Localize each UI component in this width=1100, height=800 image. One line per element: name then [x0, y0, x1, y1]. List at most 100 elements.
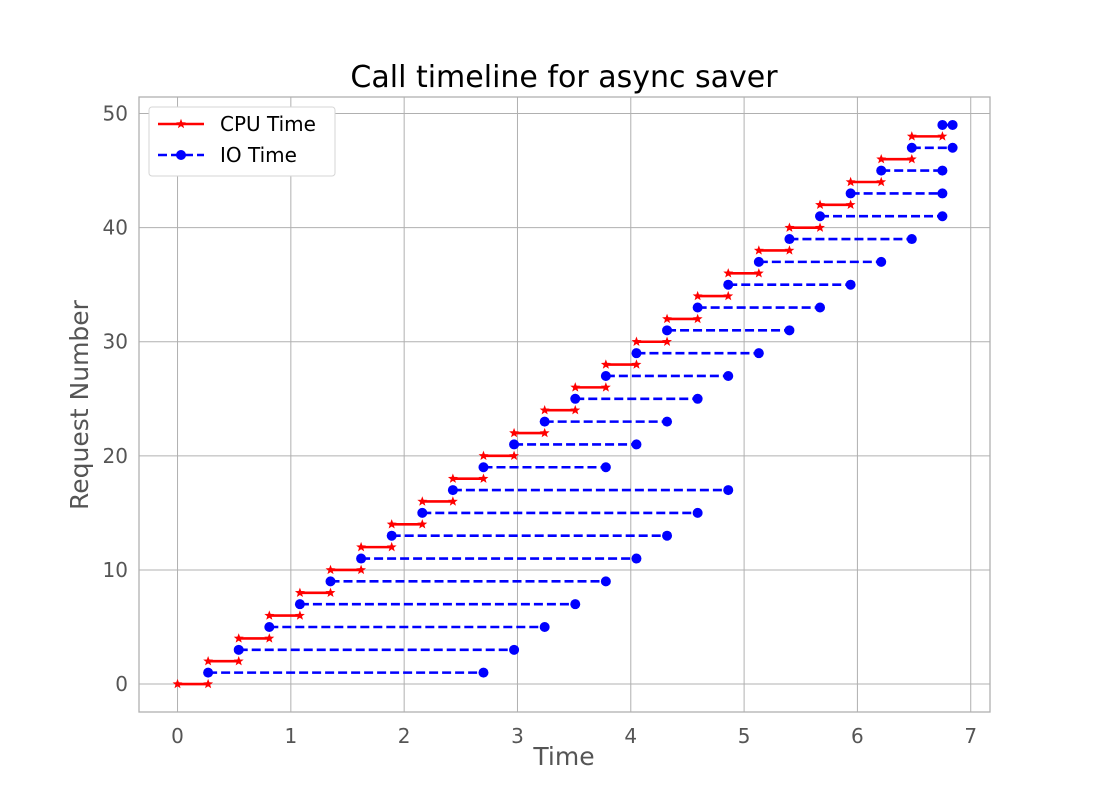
io-end-marker	[723, 370, 734, 381]
io-segment	[600, 370, 734, 381]
cpu-segment	[692, 290, 734, 301]
cpu-end-marker	[264, 633, 275, 643]
cpu-segment	[417, 496, 458, 506]
io-end-marker	[631, 439, 642, 450]
io-end-marker	[539, 621, 550, 632]
cpu-start-marker	[325, 564, 336, 575]
cpu-start-marker	[447, 473, 458, 483]
cpu-end-marker	[600, 382, 611, 392]
io-segment	[233, 644, 520, 655]
x-axis-label: Time	[532, 742, 594, 771]
cpu-end-marker	[386, 541, 397, 552]
io-start-marker	[815, 211, 826, 222]
cpu-end-marker	[509, 450, 520, 461]
io-segment	[906, 142, 958, 153]
io-segment	[356, 553, 642, 564]
io-end-marker	[631, 553, 642, 564]
io-segment	[325, 576, 611, 587]
cpu-start-marker	[509, 427, 520, 438]
cpu-end-marker	[692, 313, 703, 324]
io-end-marker	[753, 348, 764, 359]
cpu-segment	[203, 656, 244, 666]
io-end-marker	[845, 279, 856, 290]
cpu-end-marker	[906, 153, 917, 164]
chart-title: Call timeline for async saver	[350, 60, 778, 95]
cpu-end-marker	[539, 427, 550, 438]
cpu-segment	[784, 222, 825, 232]
io-end-marker	[937, 188, 948, 199]
io-end-marker	[815, 302, 826, 313]
x-tick-label: 2	[398, 724, 411, 748]
cpu-start-marker	[539, 405, 550, 415]
cpu-end-marker	[937, 131, 948, 141]
io-end-marker	[937, 165, 948, 176]
io-end-marker	[600, 576, 611, 587]
io-end-marker	[876, 256, 887, 267]
io-end-marker	[947, 119, 958, 130]
cpu-end-marker	[845, 199, 856, 210]
x-tick-label: 7	[964, 724, 977, 748]
io-start-marker	[478, 462, 489, 473]
io-end-marker	[570, 599, 581, 610]
x-tick-label: 3	[511, 724, 524, 748]
io-start-marker	[294, 599, 305, 610]
cpu-end-marker	[662, 336, 672, 346]
cpu-segment	[356, 541, 397, 552]
y-tick-label: 50	[103, 102, 128, 126]
io-start-marker	[876, 165, 887, 176]
io-end-marker	[784, 325, 795, 336]
io-start-marker	[233, 644, 244, 655]
cpu-end-marker	[815, 222, 825, 232]
io-start-marker	[203, 667, 214, 678]
io-start-marker	[937, 119, 948, 130]
io-segment	[815, 211, 948, 222]
io-start-marker	[753, 256, 764, 267]
cpu-start-marker	[692, 290, 703, 301]
y-tick-label: 0	[115, 672, 128, 696]
cpu-end-marker	[233, 656, 244, 666]
cpu-end-marker	[723, 290, 734, 301]
cpu-start-marker	[417, 496, 428, 506]
cpu-start-marker	[478, 450, 489, 461]
cpu-segment	[539, 405, 581, 415]
io-end-marker	[723, 485, 734, 496]
io-start-marker	[784, 234, 795, 245]
cpu-end-marker	[570, 405, 581, 415]
cpu-segment	[723, 268, 764, 278]
io-start-marker	[845, 188, 856, 199]
cpu-start-marker	[906, 131, 917, 141]
io-start-marker	[570, 393, 581, 404]
plot-frame	[138, 96, 991, 713]
y-tick-label: 40	[103, 216, 128, 240]
io-start-marker	[723, 279, 734, 290]
cpu-start-marker	[294, 587, 305, 597]
io-end-marker	[478, 667, 489, 678]
io-start-marker	[662, 325, 673, 336]
cpu-start-marker	[784, 222, 795, 232]
y-tick-label: 10	[103, 558, 128, 582]
io-start-marker	[692, 302, 703, 313]
cpu-segment	[264, 610, 305, 620]
io-end-marker	[509, 644, 520, 655]
io-segment	[264, 621, 550, 632]
io-segment	[662, 325, 795, 336]
io-end-marker	[662, 530, 673, 541]
cpu-segment	[570, 382, 611, 392]
cpu-segment	[172, 678, 214, 689]
io-segment	[784, 234, 917, 245]
grid	[139, 97, 990, 712]
cpu-start-marker	[203, 656, 214, 666]
legend: CPU Time IO Time	[148, 106, 336, 177]
x-tick-label: 0	[171, 724, 184, 748]
io-end-marker	[692, 393, 703, 404]
io-start-marker	[417, 507, 428, 518]
cpu-start-marker	[386, 519, 397, 529]
cpu-end-marker	[417, 519, 428, 529]
cpu-segment	[815, 199, 856, 210]
tick-labels: 0 1 2 3 4 5 6 7 0 10 20 30 40 50	[103, 102, 978, 748]
cpu-segment	[753, 245, 795, 255]
x-tick-label: 1	[284, 724, 297, 748]
io-start-marker	[600, 370, 611, 381]
cpu-start-marker	[723, 268, 734, 278]
